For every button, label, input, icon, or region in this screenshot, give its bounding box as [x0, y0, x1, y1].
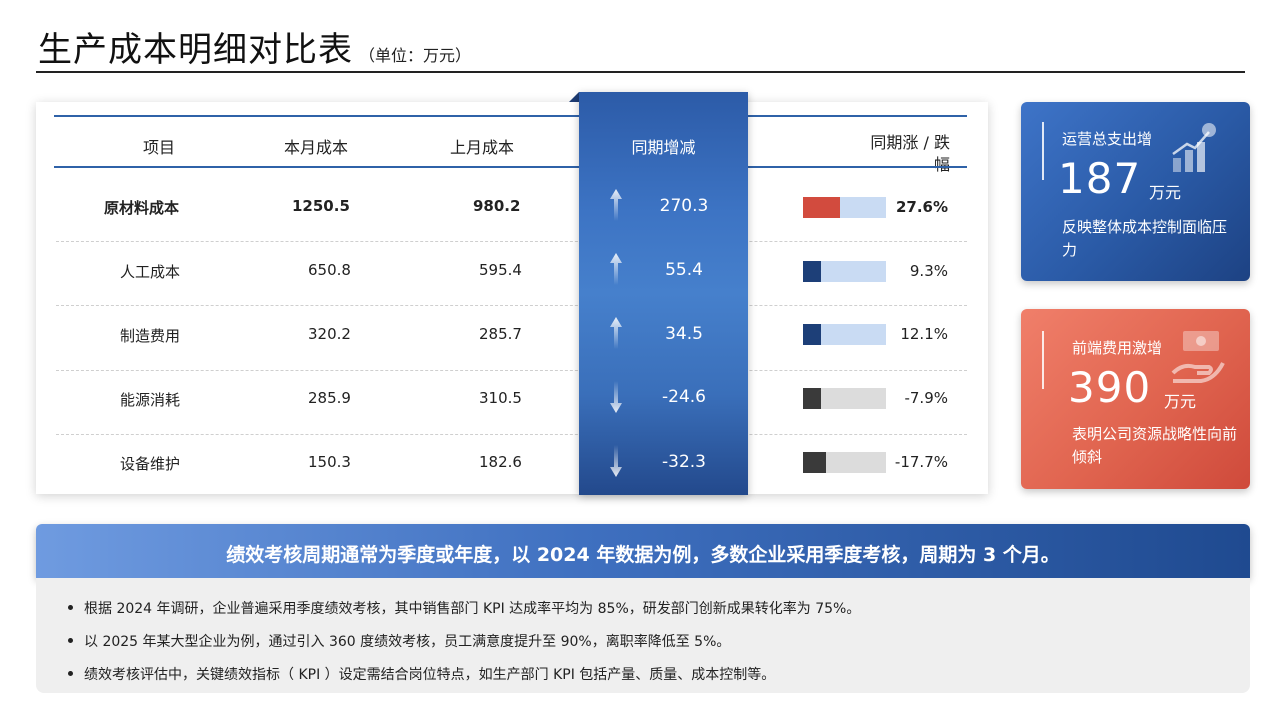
summary-banner: 绩效考核周期通常为季度或年度，以 2024 年数据为例，多数企业采用季度考核，周… — [36, 524, 1250, 578]
table-top-rule — [54, 115, 967, 117]
note-text: 以 2025 年某大型企业为例，通过引入 360 度绩效考核，员工满意度提升至 … — [84, 634, 731, 650]
note-item: 根据 2024 年调研，企业普遍采用季度绩效考核，其中销售部门 KPI 达成率平… — [68, 598, 860, 618]
note-text: 根据 2024 年调研，企业普遍采用季度绩效考核，其中销售部门 KPI 达成率平… — [84, 601, 861, 617]
down-arrow-icon — [610, 381, 622, 413]
row-rate: 12.1% — [900, 325, 948, 343]
unit-label: （单位：万元） — [359, 46, 472, 65]
kpi-unit: 万元 — [1164, 392, 1197, 411]
row-current: 1250.5 — [292, 197, 350, 215]
row-change: 55.4 — [665, 260, 703, 280]
row-item: 人工成本 — [120, 263, 181, 281]
bullet-dot — [68, 604, 73, 610]
highlight-tab-corner — [569, 92, 579, 102]
row-rate: 27.6% — [895, 198, 948, 216]
row-item: 制造费用 — [120, 327, 181, 345]
down-arrow-icon — [610, 445, 622, 477]
bullet-dot — [68, 670, 73, 676]
up-arrow-icon — [610, 189, 622, 221]
header-rate: 同期涨 / 跌幅 — [870, 133, 950, 174]
row-change: -24.6 — [662, 387, 706, 407]
money-hand-icon — [1171, 331, 1225, 383]
kpi-value: 390 — [1068, 363, 1152, 412]
rate-bar-fill — [803, 452, 826, 473]
notes-panel: 根据 2024 年调研，企业普遍采用季度绩效考核，其中销售部门 KPI 达成率平… — [36, 578, 1250, 693]
row-previous: 310.5 — [479, 389, 522, 407]
note-item: 以 2025 年某大型企业为例，通过引入 360 度绩效考核，员工满意度提升至 … — [68, 631, 730, 651]
bullet-dot — [68, 637, 73, 643]
row-rate: -7.9% — [904, 389, 948, 407]
row-rate: -17.7% — [894, 453, 948, 471]
row-previous: 182.6 — [479, 453, 522, 471]
header-previous: 上月成本 — [450, 138, 515, 157]
row-change: -32.3 — [662, 452, 706, 472]
kpi-description: 表明公司资源战略性向前倾斜 — [1072, 425, 1238, 466]
row-previous: 595.4 — [479, 261, 522, 279]
row-change: 34.5 — [665, 324, 703, 344]
rate-bar-fill — [803, 388, 821, 409]
kpi-unit: 万元 — [1149, 183, 1182, 202]
row-current: 150.3 — [308, 453, 351, 471]
row-change: 270.3 — [659, 196, 709, 216]
rate-bar — [803, 452, 886, 473]
rate-bar-fill — [803, 197, 840, 218]
up-arrow-icon — [610, 317, 622, 349]
row-previous: 285.7 — [479, 325, 522, 343]
change-column-highlight: 同期增减 270.3 55.4 34.5 -24.6 -32.3 — [579, 92, 748, 495]
header-current: 本月成本 — [284, 138, 349, 157]
cost-table: 项目 本月成本 上月成本 同期涨 / 跌幅 原材料成本 1250.5 980.2… — [36, 102, 988, 494]
row-current: 320.2 — [308, 325, 351, 343]
growth-chart-icon — [1172, 123, 1216, 172]
table-header-rule — [54, 166, 967, 168]
rate-bar — [803, 197, 886, 218]
row-rate: 9.3% — [909, 262, 948, 280]
rate-bar — [803, 261, 886, 282]
header-change: 同期增减 — [631, 138, 696, 157]
kpi-value: 187 — [1058, 154, 1142, 203]
title-divider — [36, 71, 1245, 73]
banner-text: 绩效考核周期通常为季度或年度，以 2024 年数据为例，多数企业采用季度考核，周… — [226, 544, 1060, 566]
rate-bar-fill — [803, 261, 821, 282]
rate-bar-fill — [803, 324, 821, 345]
rate-bar — [803, 324, 886, 345]
kpi-description: 反映整体成本控制面临压力 — [1062, 218, 1228, 259]
kpi-accent-rule — [1042, 331, 1044, 389]
header-item: 项目 — [143, 138, 176, 157]
kpi-card-frontend: 前端费用激增 390 万元 表明公司资源战略性向前倾斜 — [1021, 309, 1250, 489]
kpi-accent-rule — [1042, 122, 1044, 180]
note-text: 绩效考核评估中，关键绩效指标（ KPI ）设定需结合岗位特点，如生产部门 KPI… — [84, 667, 776, 683]
row-separator — [56, 305, 967, 306]
row-separator — [56, 434, 967, 435]
kpi-label: 运营总支出增 — [1062, 130, 1153, 148]
kpi-card-expense: 运营总支出增 187 万元 反映整体成本控制面临压力 — [1021, 102, 1250, 281]
row-current: 650.8 — [308, 261, 351, 279]
up-arrow-icon — [610, 253, 622, 285]
page-title: 生产成本明细对比表 — [38, 30, 353, 70]
row-separator — [56, 370, 967, 371]
rate-bar — [803, 388, 886, 409]
row-item: 设备维护 — [120, 455, 181, 473]
row-item: 原材料成本 — [104, 199, 180, 217]
note-item: 绩效考核评估中，关键绩效指标（ KPI ）设定需结合岗位特点，如生产部门 KPI… — [68, 664, 775, 684]
row-item: 能源消耗 — [120, 391, 181, 409]
row-separator — [56, 241, 967, 242]
page-title-block: 生产成本明细对比表 （单位：万元） — [38, 22, 471, 71]
row-current: 285.9 — [308, 389, 351, 407]
kpi-label: 前端费用激增 — [1072, 339, 1163, 357]
row-previous: 980.2 — [473, 197, 521, 215]
